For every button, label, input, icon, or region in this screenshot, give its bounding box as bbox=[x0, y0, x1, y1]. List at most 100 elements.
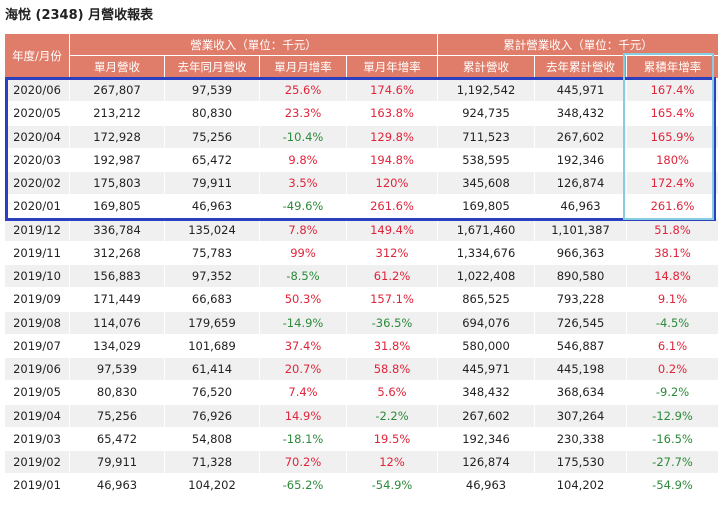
cumulative-yoy-cell: 6.1% bbox=[625, 333, 720, 359]
last-year-monthly-cell: 61,414 bbox=[164, 356, 260, 382]
last-year-monthly-cell: 101,689 bbox=[164, 333, 260, 359]
table-row: 2020/04 172,928 75,256 -10.4% 129.8% 711,523 2… bbox=[4, 124, 720, 149]
table-row: 2019/11 312,268 75,783 99% 312% 1,334,676 966,… bbox=[4, 240, 720, 266]
yoy-growth-cell: 12% bbox=[346, 449, 438, 475]
last-year-monthly-cell: 65,472 bbox=[164, 147, 260, 173]
cumulative-yoy-cell: 172.4% bbox=[625, 170, 720, 196]
last-year-monthly-revenue-header: 去年同月營收 bbox=[164, 55, 260, 79]
revenue-group-header: 營業收入（單位：千元） bbox=[69, 33, 438, 56]
mom-growth-cell: -14.9% bbox=[259, 310, 347, 335]
table-body: 2020/06 267,807 97,539 25.6% 174.6% 1,192,542… bbox=[4, 77, 720, 498]
period-cell: 2019/10 bbox=[4, 263, 70, 289]
cumulative-yoy-cell: 0.2% bbox=[625, 356, 720, 382]
last-year-cumulative-cell: 126,874 bbox=[534, 170, 627, 196]
last-year-monthly-cell: 66,683 bbox=[164, 287, 260, 312]
table-row: 2020/02 175,803 79,911 3.5% 120% 345,608 126,8… bbox=[4, 170, 720, 196]
column-header-row: 單月營收 去年同月營收 單月月增率 單月年增率 累計營收 去年累計營收 累積年增率 bbox=[5, 55, 720, 79]
last-year-monthly-cell: 79,911 bbox=[164, 170, 260, 196]
cumulative-yoy-cell: -4.5% bbox=[625, 310, 720, 335]
monthly-revenue-cell: 169,805 bbox=[69, 194, 165, 219]
period-cell: 2019/02 bbox=[4, 449, 70, 475]
last-year-monthly-cell: 135,024 bbox=[164, 217, 260, 242]
monthly-revenue-cell: 171,449 bbox=[69, 287, 165, 312]
period-cell: 2019/09 bbox=[4, 287, 70, 312]
cumulative-revenue-cell: 345,608 bbox=[437, 170, 535, 196]
table-row: 2019/07 134,029 101,689 37.4% 31.8% 580,000 54… bbox=[4, 333, 720, 359]
yoy-growth-cell: -36.5% bbox=[346, 310, 438, 335]
period-header: 年度/月份 bbox=[4, 33, 70, 79]
mom-growth-cell: 37.4% bbox=[259, 333, 347, 359]
mom-growth-header: 單月月增率 bbox=[259, 55, 347, 79]
last-year-cumulative-header: 去年累計營收 bbox=[534, 55, 627, 79]
mom-growth-cell: -10.4% bbox=[259, 124, 347, 149]
last-year-monthly-cell: 76,520 bbox=[164, 380, 260, 405]
cumulative-revenue-cell: 865,525 bbox=[437, 287, 535, 312]
last-year-cumulative-cell: 546,887 bbox=[534, 333, 627, 359]
yoy-growth-cell: -2.2% bbox=[346, 403, 438, 428]
period-cell: 2020/04 bbox=[4, 124, 70, 149]
last-year-monthly-cell: 104,202 bbox=[164, 473, 260, 498]
cumulative-yoy-cell: 167.4% bbox=[625, 77, 720, 103]
yoy-growth-cell: 129.8% bbox=[346, 124, 438, 149]
monthly-revenue-cell: 46,963 bbox=[69, 473, 165, 498]
period-cell: 2019/04 bbox=[4, 403, 70, 428]
table-row: 2019/12 336,784 135,024 7.8% 149.4% 1,671,460… bbox=[4, 217, 720, 242]
last-year-cumulative-cell: 267,602 bbox=[534, 124, 627, 149]
monthly-revenue-cell: 156,883 bbox=[69, 263, 165, 289]
monthly-revenue-cell: 267,807 bbox=[69, 77, 165, 103]
cumulative-yoy-cell: 51.8% bbox=[625, 217, 720, 242]
last-year-cumulative-cell: 368,634 bbox=[534, 380, 627, 405]
table-row: 2019/01 46,963 104,202 -65.2% -54.9% 46,963 10… bbox=[4, 473, 720, 498]
monthly-revenue-cell: 75,256 bbox=[69, 403, 165, 428]
monthly-revenue-cell: 65,472 bbox=[69, 426, 165, 452]
monthly-revenue-cell: 336,784 bbox=[69, 217, 165, 242]
last-year-monthly-cell: 54,808 bbox=[164, 426, 260, 452]
mom-growth-cell: 25.6% bbox=[259, 77, 347, 103]
last-year-cumulative-cell: 230,338 bbox=[534, 426, 627, 452]
table-row: 2020/05 213,212 80,830 23.3% 163.8% 924,735 34… bbox=[4, 101, 720, 126]
period-cell: 2019/11 bbox=[4, 240, 70, 266]
table-row: 2020/01 169,805 46,963 -49.6% 261.6% 169,805 4… bbox=[4, 194, 720, 219]
mom-growth-cell: 7.8% bbox=[259, 217, 347, 242]
last-year-monthly-cell: 80,830 bbox=[164, 101, 260, 126]
yoy-growth-cell: 120% bbox=[346, 170, 438, 196]
last-year-monthly-cell: 75,256 bbox=[164, 124, 260, 149]
period-cell: 2020/01 bbox=[4, 194, 70, 219]
monthly-revenue-table: 年度/月份 營業收入（單位：千元） 累計營業收入（單位：千元） 單月營收 去年同月… bbox=[4, 33, 720, 498]
yoy-growth-cell: 312% bbox=[346, 240, 438, 266]
period-cell: 2020/02 bbox=[4, 170, 70, 196]
period-cell: 2019/08 bbox=[4, 310, 70, 335]
last-year-monthly-cell: 71,328 bbox=[164, 449, 260, 475]
period-cell: 2019/05 bbox=[4, 380, 70, 405]
monthly-revenue-cell: 192,987 bbox=[69, 147, 165, 173]
cumulative-revenue-cell: 694,076 bbox=[437, 310, 535, 335]
table-row: 2019/02 79,911 71,328 70.2% 12% 126,874 175,53… bbox=[4, 449, 720, 475]
yoy-growth-cell: 194.8% bbox=[346, 147, 438, 173]
last-year-cumulative-cell: 966,363 bbox=[534, 240, 627, 266]
monthly-revenue-cell: 114,076 bbox=[69, 310, 165, 335]
yoy-growth-cell: 19.5% bbox=[346, 426, 438, 452]
yoy-growth-cell: -54.9% bbox=[346, 473, 438, 498]
cumulative-yoy-cell: -12.9% bbox=[625, 403, 720, 428]
last-year-cumulative-cell: 445,198 bbox=[534, 356, 627, 382]
mom-growth-cell: 7.4% bbox=[259, 380, 347, 405]
table-row: 2019/05 80,830 76,520 7.4% 5.6% 348,432 368,63… bbox=[4, 380, 720, 405]
last-year-cumulative-cell: 890,580 bbox=[534, 263, 627, 289]
period-cell: 2019/07 bbox=[4, 333, 70, 359]
mom-growth-cell: 50.3% bbox=[259, 287, 347, 312]
cumulative-yoy-cell: 14.8% bbox=[625, 263, 720, 289]
cumulative-yoy-cell: -16.5% bbox=[625, 426, 720, 452]
cumulative-yoy-cell: -27.7% bbox=[625, 449, 720, 475]
monthly-revenue-cell: 312,268 bbox=[69, 240, 165, 266]
mom-growth-cell: -8.5% bbox=[259, 263, 347, 289]
mom-growth-cell: 20.7% bbox=[259, 356, 347, 382]
last-year-monthly-cell: 75,783 bbox=[164, 240, 260, 266]
table-row: 2020/03 192,987 65,472 9.8% 194.8% 538,595 192… bbox=[4, 147, 720, 173]
cumulative-revenue-cell: 538,595 bbox=[437, 147, 535, 173]
cumulative-revenue-header: 累計營收 bbox=[437, 55, 535, 79]
table-row: 2019/03 65,472 54,808 -18.1% 19.5% 192,346 230… bbox=[4, 426, 720, 452]
cumulative-yoy-cell: 165.4% bbox=[625, 101, 720, 126]
mom-growth-cell: 9.8% bbox=[259, 147, 347, 173]
cumulative-revenue-cell: 267,602 bbox=[437, 403, 535, 428]
last-year-monthly-cell: 97,352 bbox=[164, 263, 260, 289]
